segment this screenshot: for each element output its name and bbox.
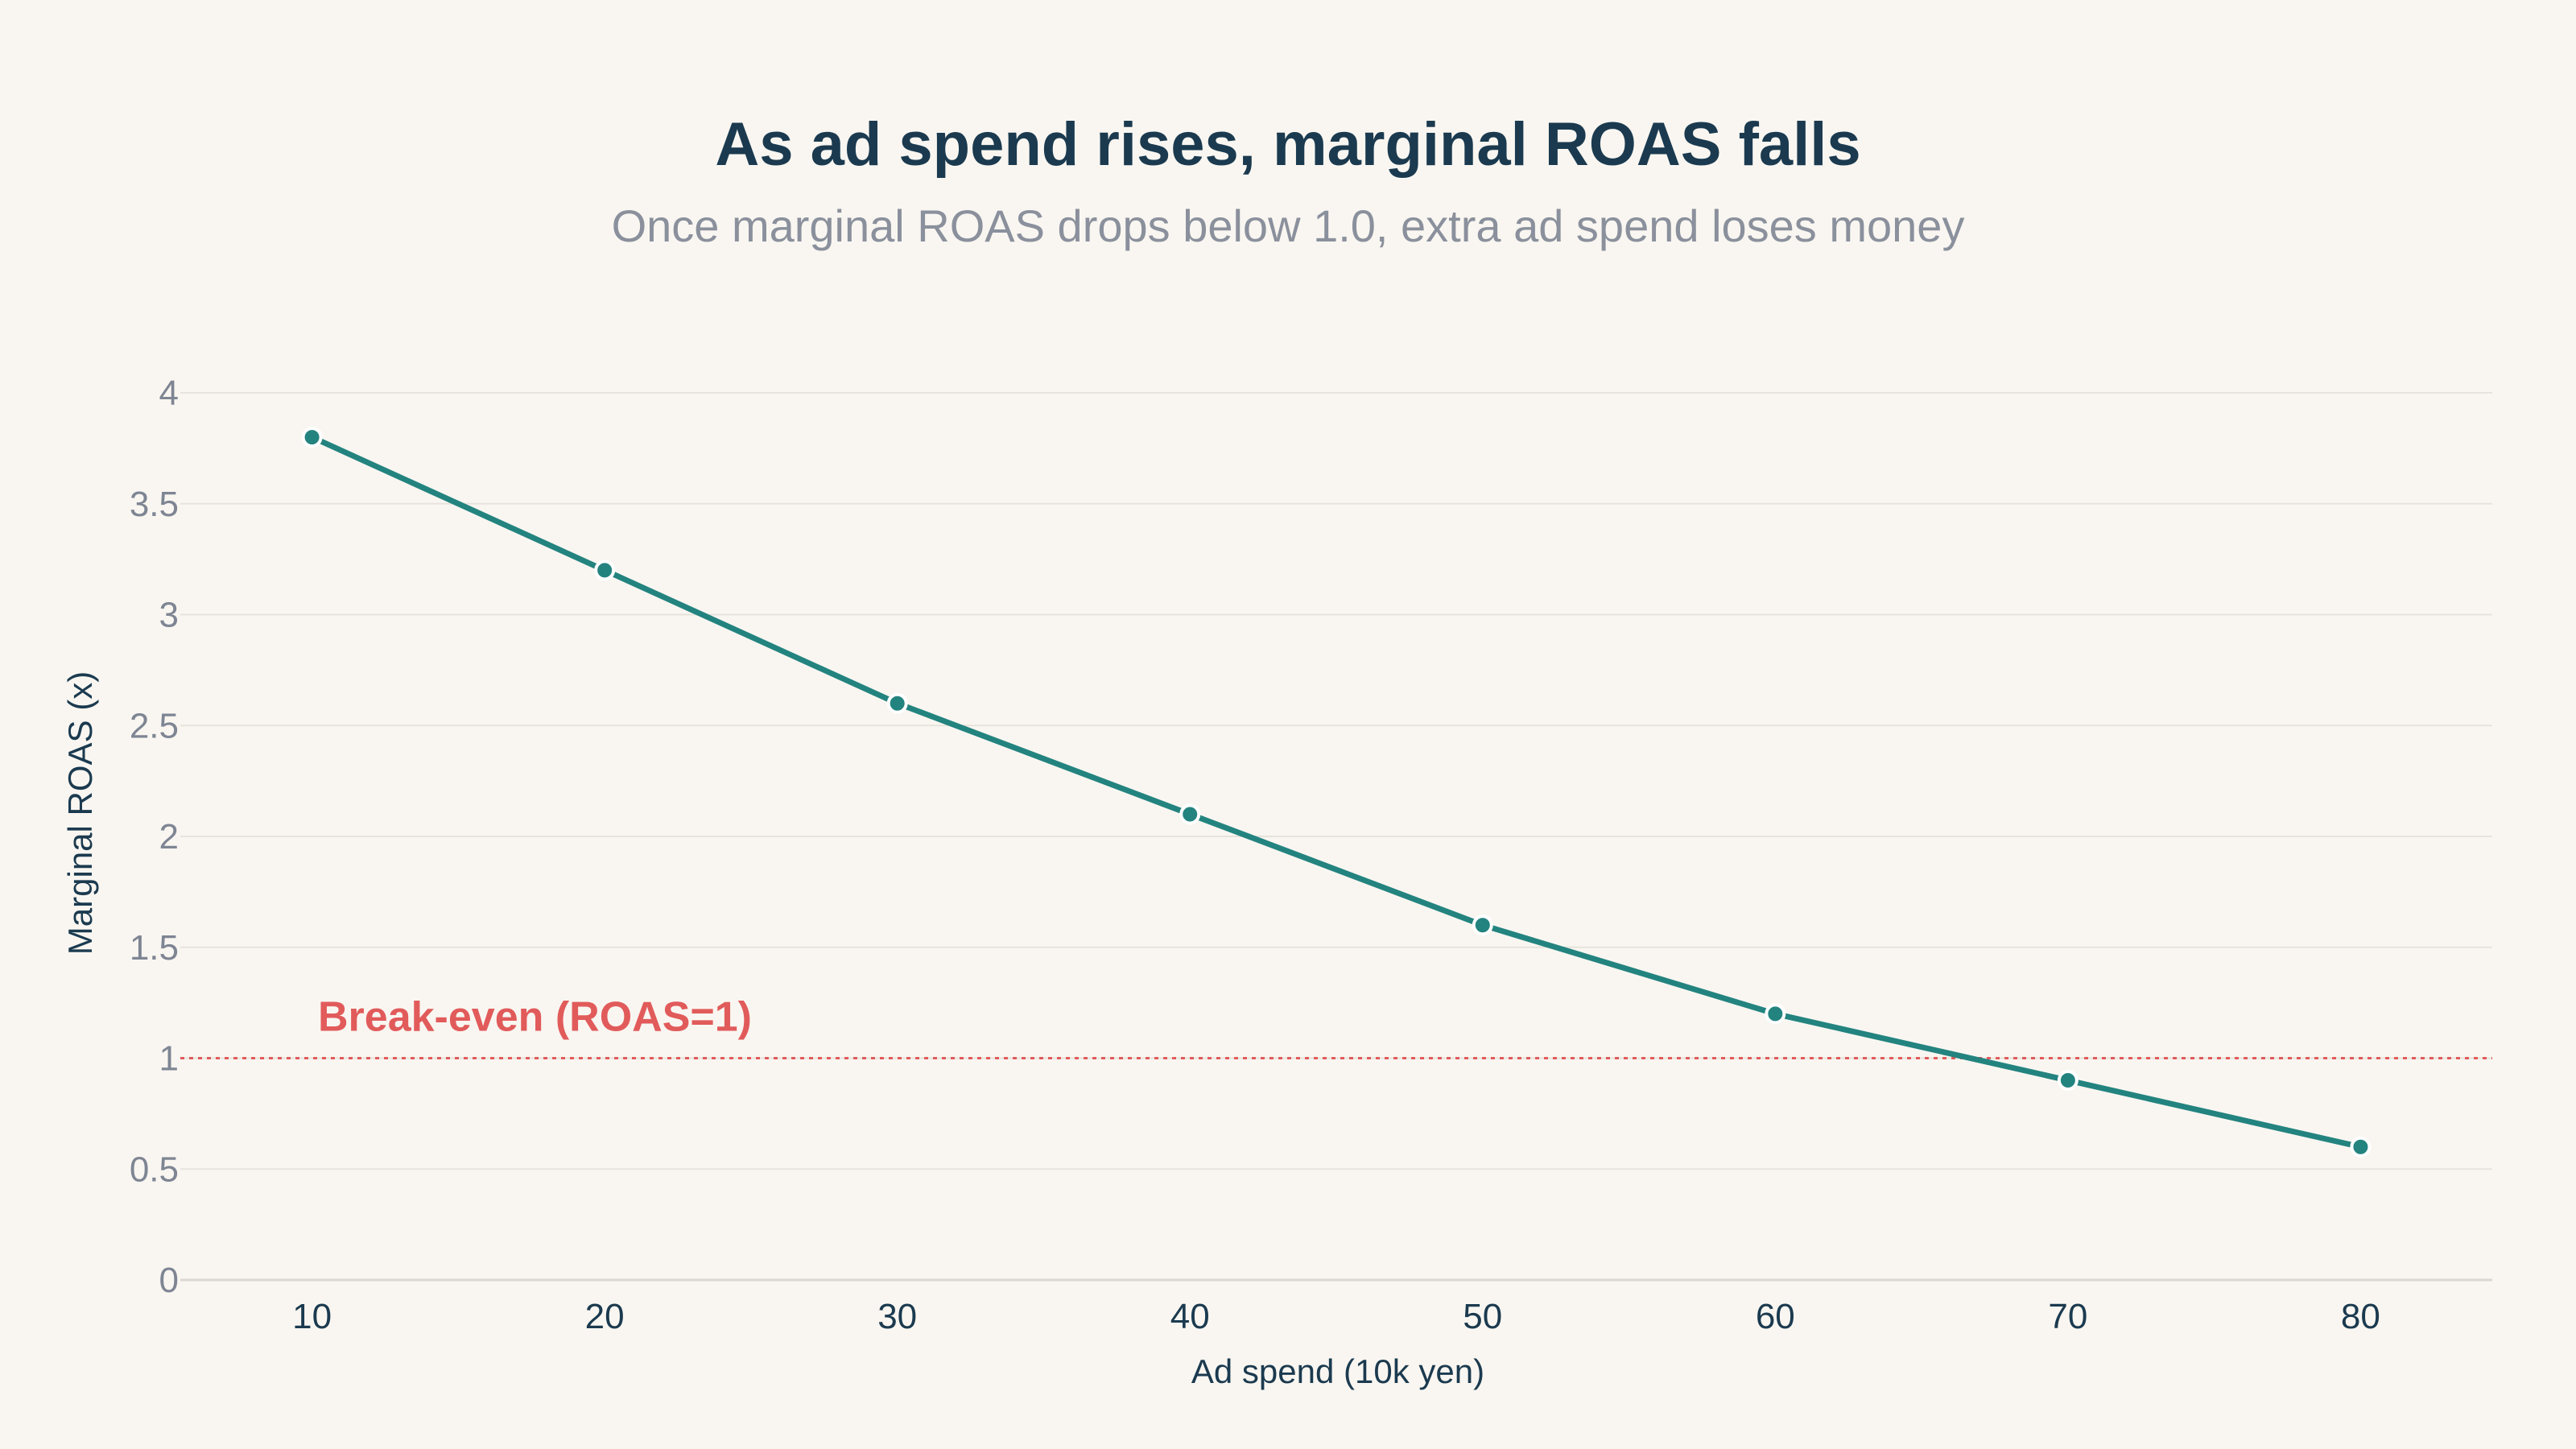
series-line (309, 434, 2363, 1150)
data-point (1472, 914, 1493, 936)
x-tick-label: 20 (585, 1297, 625, 1336)
y-tick-label: 2.5 (130, 706, 179, 745)
data-point (886, 692, 908, 714)
x-tick-label: 40 (1170, 1297, 1210, 1336)
y-axis-label: Marginal ROAS (x) (61, 671, 99, 955)
x-tick-label: 60 (1756, 1297, 1795, 1336)
data-point (1179, 803, 1201, 825)
x-axis-label: Ad spend (10k yen) (1191, 1352, 1484, 1390)
y-tick-label: 1 (159, 1039, 179, 1079)
y-axis-ticks: 0 0.5 1 1.5 2 2.5 3 3.5 4 (130, 374, 179, 1300)
y-tick-label: 3 (159, 596, 179, 635)
chart-title: As ad spend rises, marginal ROAS falls (715, 110, 1860, 179)
x-tick-label: 10 (292, 1297, 332, 1336)
x-tick-label: 30 (877, 1297, 917, 1336)
y-tick-label: 1.5 (130, 928, 179, 968)
x-tick-label: 80 (2341, 1297, 2380, 1336)
x-axis-ticks: 10 20 30 40 50 60 70 80 (292, 1297, 2380, 1336)
y-tick-label: 4 (159, 374, 179, 413)
y-tick-label: 2 (159, 817, 179, 857)
data-point (594, 559, 616, 581)
series-roas (301, 427, 2372, 1158)
y-tick-label: 0.5 (130, 1150, 179, 1189)
x-tick-label: 50 (1463, 1297, 1502, 1336)
data-point (301, 427, 323, 448)
data-point (1765, 1003, 1786, 1025)
x-tick-label: 70 (2048, 1297, 2087, 1336)
break-even-annotation: Break-even (ROAS=1) (318, 994, 752, 1041)
y-tick-label: 3.5 (130, 485, 179, 524)
chart-subtitle: Once marginal ROAS drops below 1.0, extr… (612, 200, 1965, 251)
data-point (2350, 1136, 2372, 1158)
y-tick-label: 0 (159, 1261, 179, 1300)
grid (180, 392, 2492, 1282)
data-point (2057, 1070, 2079, 1092)
